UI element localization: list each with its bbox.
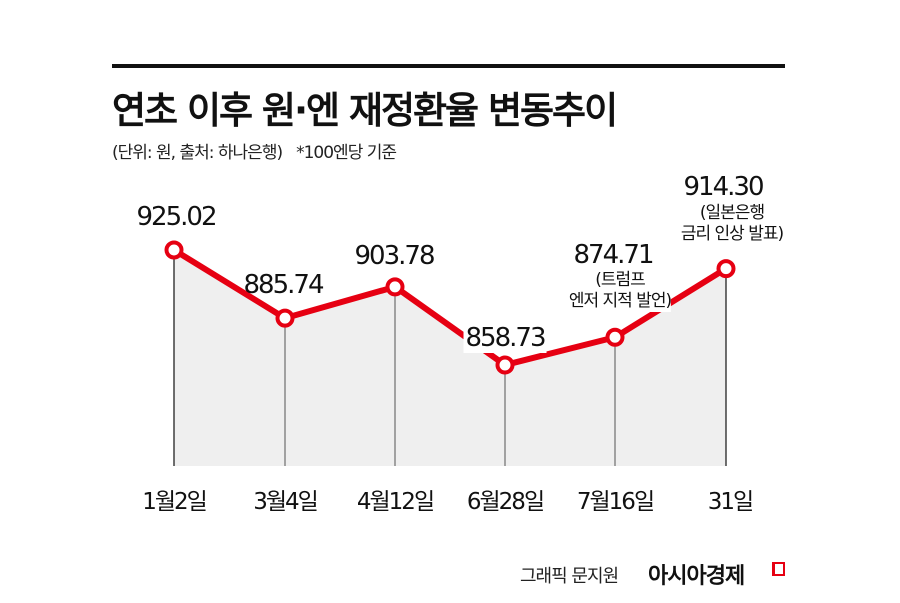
x-axis-label: 1월2일 xyxy=(142,489,208,515)
value-label: 885.74 xyxy=(243,270,325,300)
basis-note: *100엔당 기준 xyxy=(296,143,397,163)
value-label: 858.73 xyxy=(463,323,547,353)
data-point-marker xyxy=(275,308,295,328)
drop-lines xyxy=(173,250,727,466)
data-point-marker xyxy=(385,277,405,297)
brand-mark-icon xyxy=(772,562,785,576)
data-point-marker xyxy=(605,327,625,347)
graphic-credit: 그래픽 문지원 xyxy=(520,566,619,587)
chart-title: 연초 이후 원·엔 재정환율 변동추이 xyxy=(112,89,618,132)
x-axis-label: 31일 xyxy=(707,489,754,515)
data-line xyxy=(172,247,728,368)
value-label: 903.78 xyxy=(354,241,436,271)
event-annotation: (일본은행 금리 인상 발표) xyxy=(680,203,784,245)
value-label: 874.71 xyxy=(573,240,655,270)
data-markers xyxy=(164,240,736,375)
value-label: 925.02 xyxy=(136,202,218,232)
top-rule xyxy=(112,64,785,68)
unit-source: (단위: 원, 출처: 하나은행) xyxy=(112,143,283,163)
x-axis-label: 4월12일 xyxy=(356,489,435,515)
data-point-marker xyxy=(495,355,515,375)
x-axis-label: 3월4일 xyxy=(253,489,319,515)
value-label: 914.30 xyxy=(683,172,765,202)
event-annotation: (트럼프 엔저 지적 발언) xyxy=(568,270,672,312)
brand-logo: 아시아경제 xyxy=(648,564,745,589)
data-point-marker xyxy=(716,259,736,279)
chart-subtitle: (단위: 원, 출처: 하나은행) *100엔당 기준 xyxy=(112,138,397,163)
x-axis-label: 6월28일 xyxy=(466,489,545,515)
area-fill xyxy=(174,250,726,466)
data-point-marker xyxy=(164,240,184,260)
x-axis-label: 7월16일 xyxy=(576,489,655,515)
